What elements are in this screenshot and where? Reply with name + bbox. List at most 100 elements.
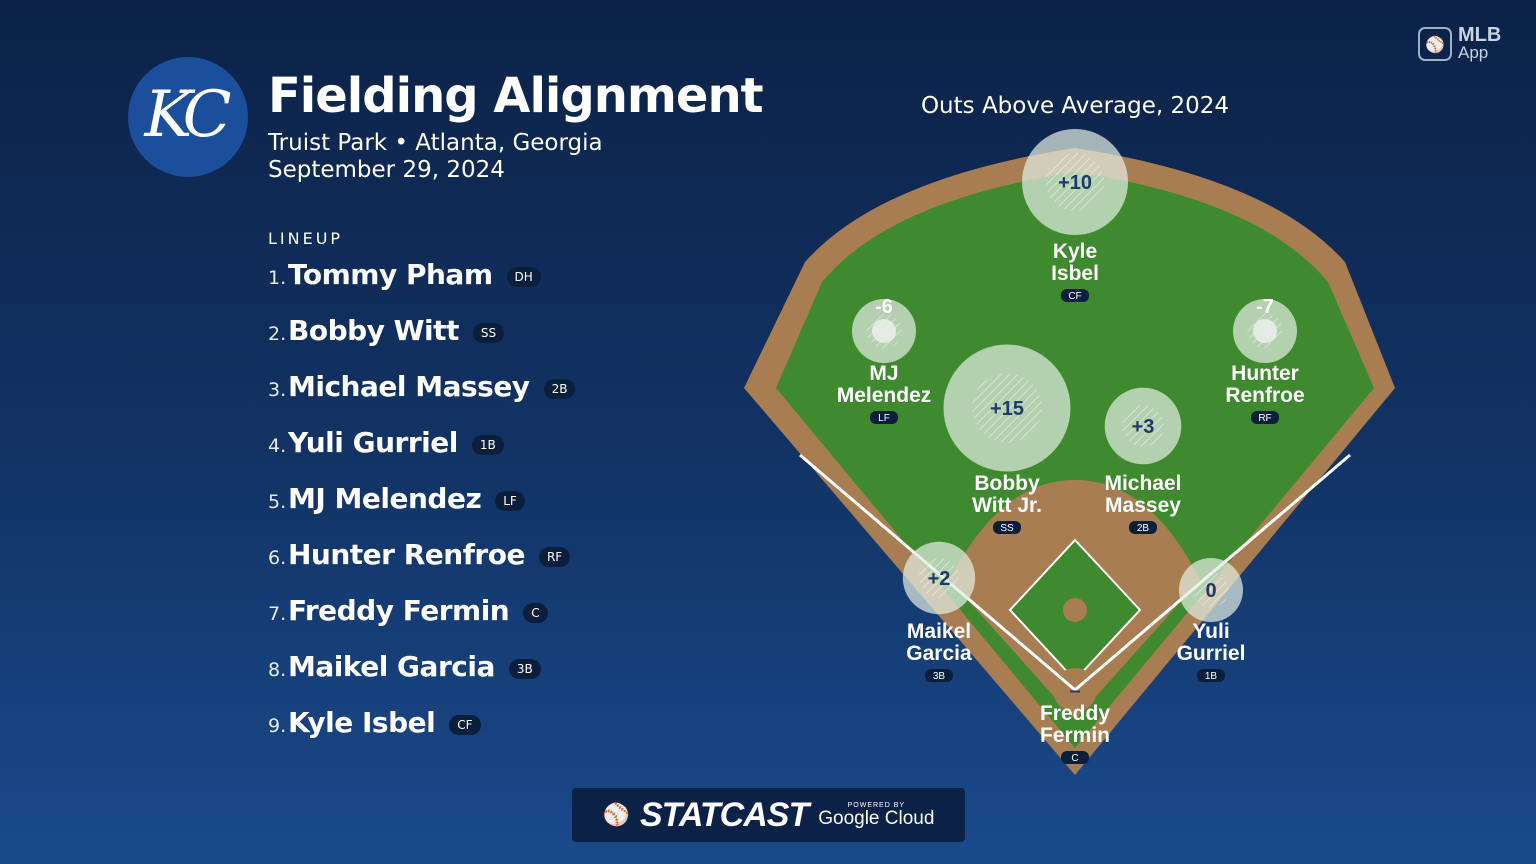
position-badge: SS <box>472 323 505 343</box>
lineup-row: 2. Bobby Witt SS <box>268 314 575 370</box>
lineup-row: 9. Kyle Isbel CF <box>268 706 575 762</box>
player-name: Bobby Witt <box>288 314 459 347</box>
mlb-app-line1: MLB <box>1458 24 1502 46</box>
fielder-name-first: Kyle <box>1053 240 1097 263</box>
fielder-name-last: Witt Jr. <box>972 494 1042 517</box>
lineup-row: 1. Tommy Pham DH <box>268 258 575 314</box>
lineup-row: 5. MJ Melendez LF <box>268 482 575 538</box>
pitchers-mound <box>1063 598 1087 622</box>
position-badge: RF <box>538 547 571 567</box>
position-badge-bg <box>1251 411 1279 424</box>
oaa-value: 0 <box>1205 580 1216 602</box>
position-badge: 3B <box>508 659 541 679</box>
oaa-value: – <box>1069 680 1080 702</box>
lineup-heading: LINEUP <box>268 229 344 248</box>
chart-title: Outs Above Average, 2024 <box>920 93 1230 119</box>
lineup-number: 5. <box>268 491 287 513</box>
statcast-footer: ⚾ STATCAST POWERED BY Google Cloud <box>572 788 965 842</box>
lineup-number: 9. <box>268 715 287 737</box>
position-badge: C <box>523 603 548 623</box>
player-name: MJ Melendez <box>288 482 482 515</box>
batter-logo-icon: ⚾ <box>602 802 630 828</box>
lineup-list: 1. Tommy Pham DH 2. Bobby Witt SS 3. Michael … <box>268 258 576 762</box>
position-badge: LF <box>878 413 890 424</box>
statcast-brand: STATCAST <box>639 795 809 834</box>
oaa-bubble-hatch <box>1193 572 1229 608</box>
position-badge: 1B <box>471 435 504 455</box>
page-title: Fielding Alignment <box>268 68 764 124</box>
player-name: Michael Massey <box>288 370 530 403</box>
google-cloud-text: Google Cloud <box>818 808 935 829</box>
position-badge: 2B <box>1137 523 1150 534</box>
lineup-number: 7. <box>268 603 287 625</box>
position-badge: CF <box>1068 291 1081 302</box>
position-badge: DH <box>506 267 541 287</box>
position-badge: RF <box>1258 413 1271 424</box>
fielder-name-first: Hunter <box>1231 362 1299 385</box>
lineup-number: 1. <box>268 267 287 289</box>
oaa-bubble-hatch <box>1045 152 1105 212</box>
fielder-name-last: Isbel <box>1051 262 1099 285</box>
position-badge: SS <box>1000 523 1014 534</box>
position-badge-bg <box>1061 289 1089 302</box>
fielder-name-first: Michael <box>1104 472 1181 495</box>
position-badge: 3B <box>933 671 946 682</box>
fielder-name-last: Fermin <box>1040 724 1110 747</box>
position-badge-bg <box>1197 669 1225 682</box>
position-badge-bg <box>925 669 953 682</box>
mlb-logo-icon: ⚾ <box>1418 27 1452 61</box>
oaa-bubble-core <box>1253 319 1277 343</box>
fielder-name-first: Freddy <box>1040 702 1110 725</box>
player-name: Kyle Isbel <box>288 706 436 739</box>
lineup-number: 6. <box>268 547 287 569</box>
oaa-value: +10 <box>1058 172 1092 194</box>
lineup-row: 6. Hunter Renfroe RF <box>268 538 575 594</box>
date-text: September 29, 2024 <box>268 157 505 183</box>
fielder-name-first: Bobby <box>974 472 1040 495</box>
venue-text: Truist Park • Atlanta, Georgia <box>268 130 603 156</box>
oaa-bubble-hatch <box>1121 404 1165 448</box>
position-badge: 1B <box>1205 671 1218 682</box>
mlb-app-badge: ⚾ MLB App <box>1418 24 1510 64</box>
lineup-row: 3. Michael Massey 2B <box>268 370 576 426</box>
oaa-bubble-hatch <box>919 558 959 598</box>
oaa-value: -6 <box>875 296 893 318</box>
fielder-name-first: Yuli <box>1192 620 1229 643</box>
lineup-number: 2. <box>268 323 287 345</box>
oaa-bubble-core <box>872 319 896 343</box>
position-badge-bg <box>870 411 898 424</box>
player-name: Yuli Gurriel <box>288 426 458 459</box>
powered-by-text: POWERED BY <box>847 802 906 809</box>
lineup-row: 8. Maikel Garcia 3B <box>268 650 575 706</box>
position-badge: C <box>1071 753 1078 764</box>
player-name: Hunter Renfroe <box>288 538 525 571</box>
fielder-name-last: Gurriel <box>1177 642 1246 665</box>
fielder-name-last: Garcia <box>906 642 972 665</box>
oaa-value: +15 <box>990 398 1024 420</box>
player-name: Freddy Fermin <box>288 594 510 627</box>
mlb-app-line2: App <box>1458 43 1489 62</box>
lineup-row: 7. Freddy Fermin C <box>268 594 575 650</box>
oaa-bubble-hatch <box>972 373 1042 443</box>
oaa-value: -7 <box>1256 296 1274 318</box>
lineup-number: 8. <box>268 659 287 681</box>
fielder-name-last: Massey <box>1105 494 1181 517</box>
position-badge-bg <box>1129 521 1157 534</box>
lineup-row: 4. Yuli Gurriel 1B <box>268 426 575 482</box>
fielder-name-first: Maikel <box>907 620 971 643</box>
outfield-grass <box>776 172 1374 748</box>
fielder-name-last: Renfroe <box>1225 384 1304 407</box>
player-name: Tommy Pham <box>288 258 493 291</box>
fielder-name-last: Melendez <box>837 384 932 407</box>
lineup-number: 4. <box>268 435 287 457</box>
fielder-name-first: MJ <box>869 362 898 385</box>
player-name: Maikel Garcia <box>288 650 495 683</box>
